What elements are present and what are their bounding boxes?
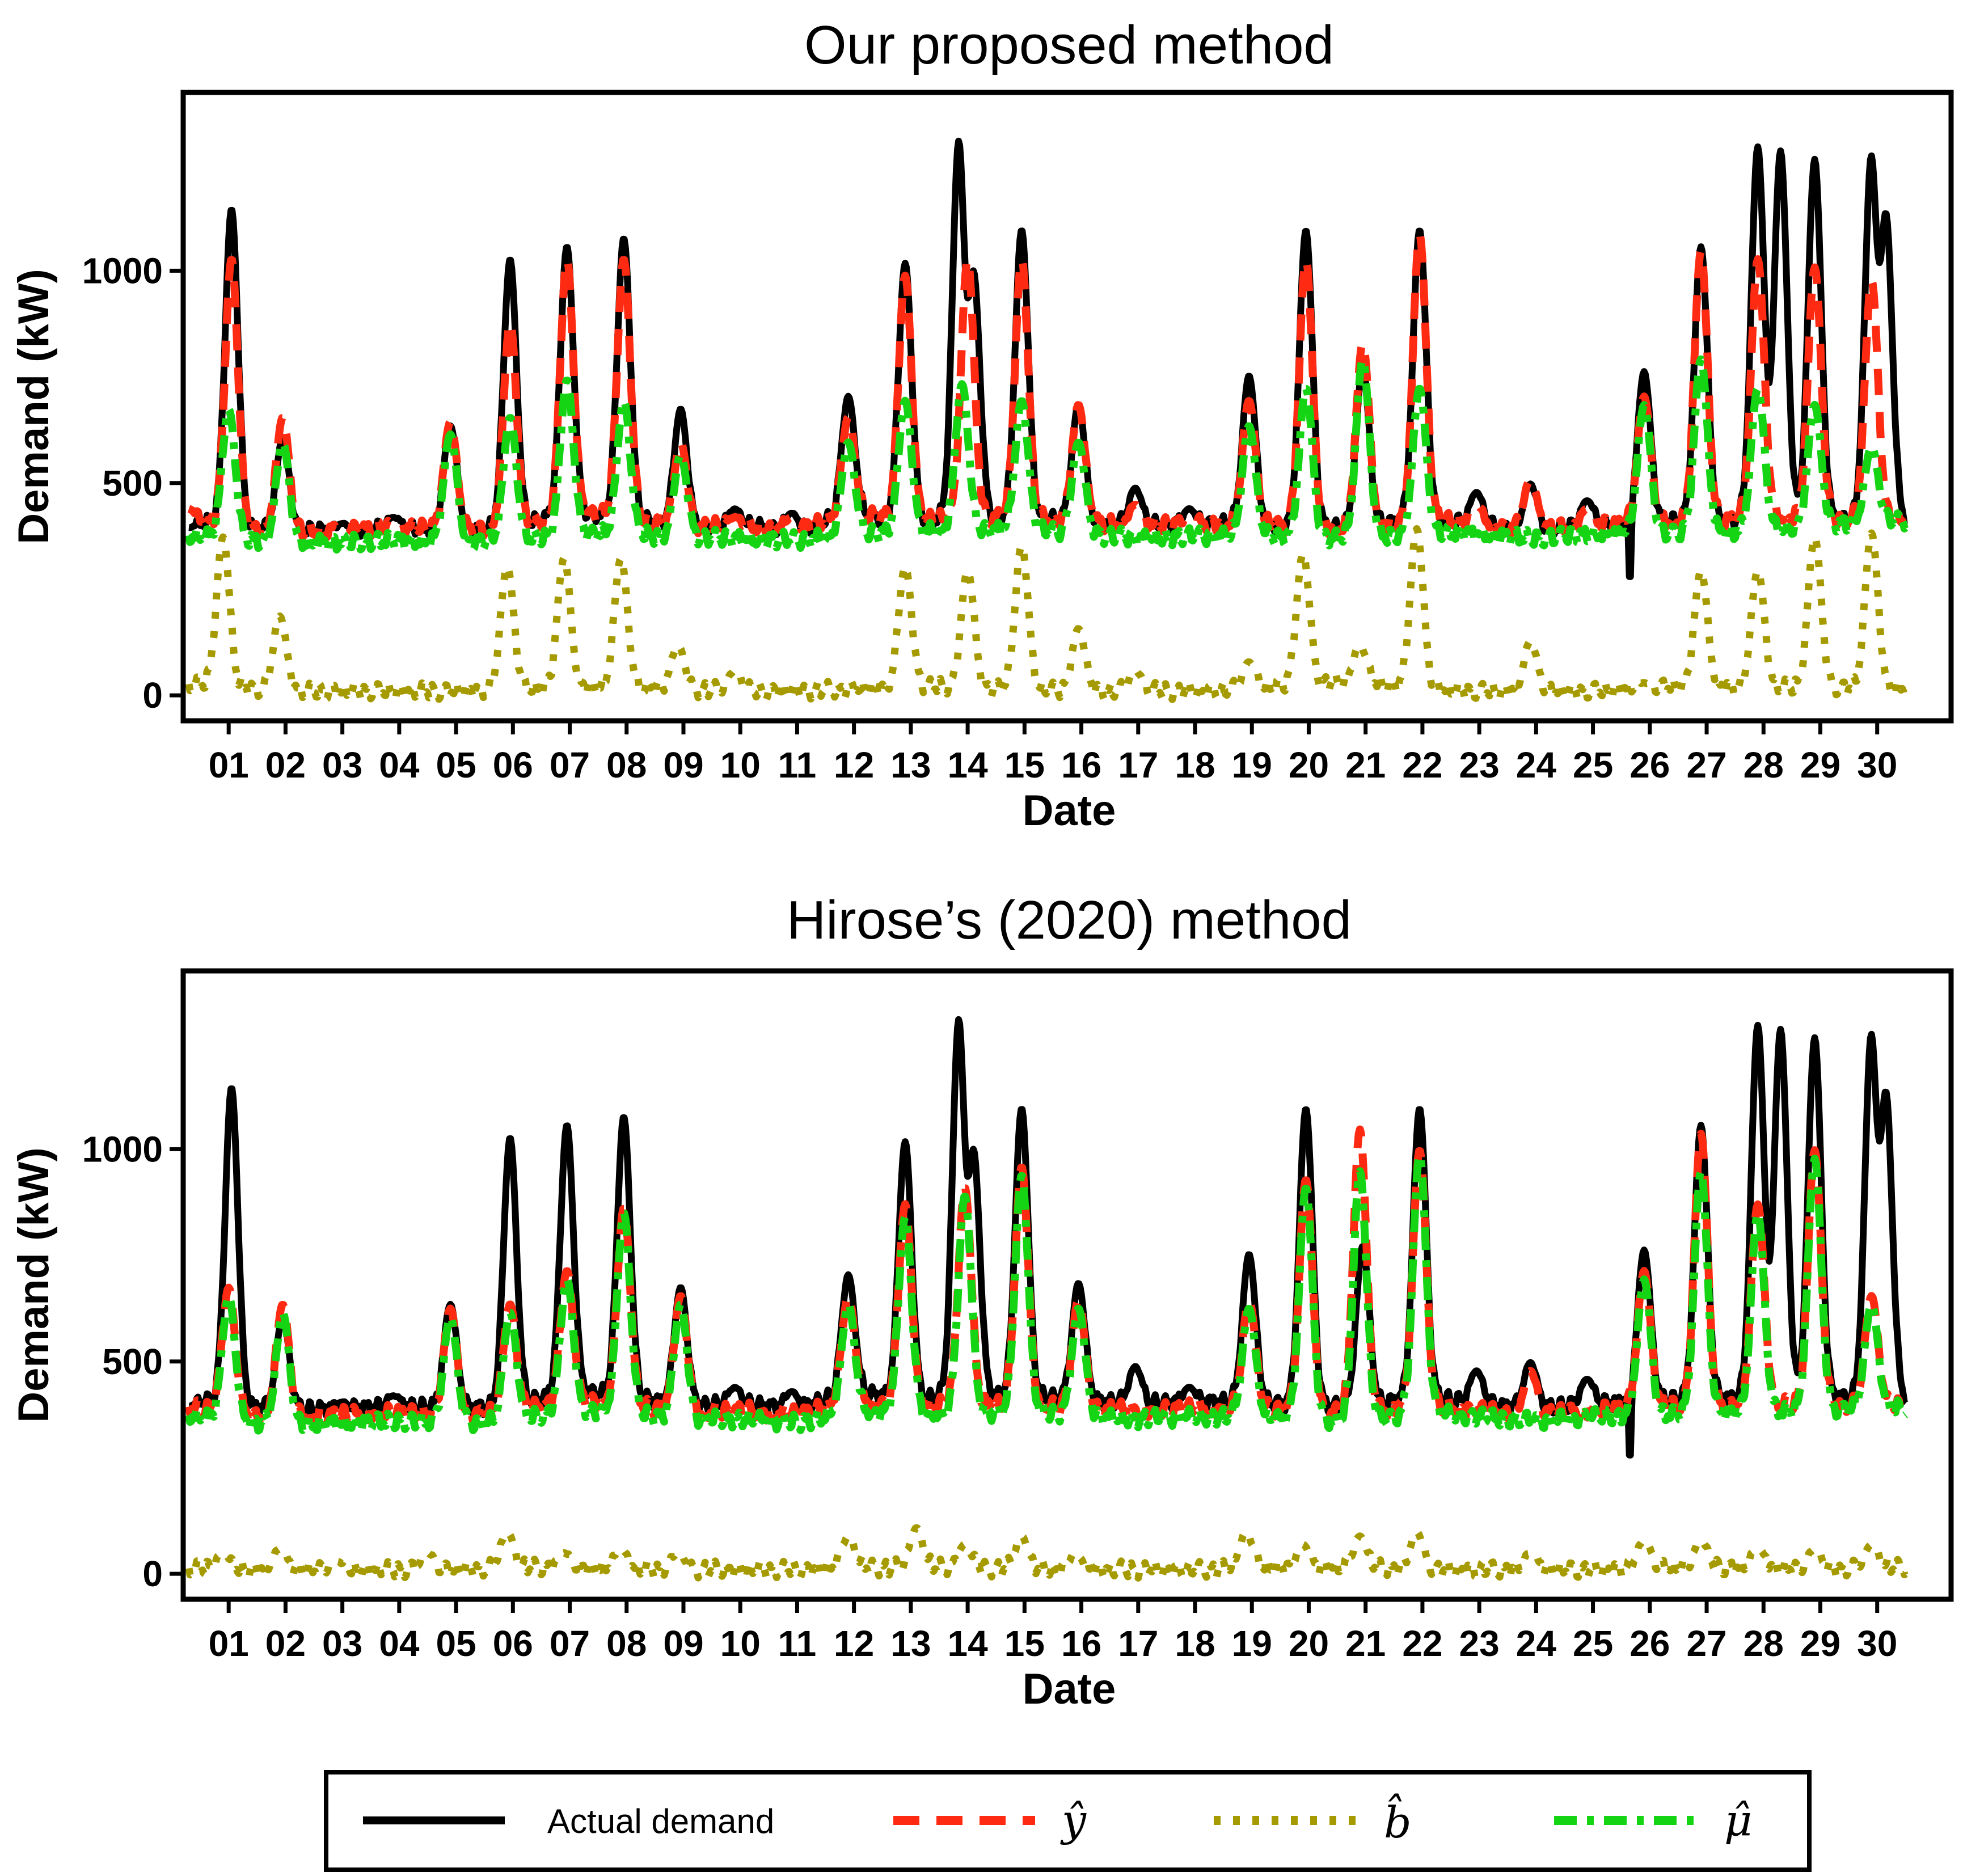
x-tick-label: 14 [948, 745, 989, 785]
x-tick-label: 22 [1402, 1623, 1442, 1664]
x-tick-label: 15 [1004, 1623, 1045, 1664]
x-tick-label: 16 [1061, 1623, 1101, 1664]
x-tick-label: 17 [1118, 1623, 1158, 1664]
x-tick-label: 11 [778, 745, 817, 785]
legend-label-yhat: ŷ [1060, 1795, 1087, 1845]
x-tick-label: 22 [1402, 745, 1442, 785]
x-tick-label: 05 [436, 1623, 476, 1664]
x-tick-label: 27 [1686, 1623, 1726, 1664]
x-tick-label: 30 [1857, 745, 1897, 785]
x-tick-label: 12 [834, 1623, 874, 1664]
series-line-bhat [185, 525, 1909, 703]
series-line-muhat [185, 355, 1909, 555]
x-tick-label: 30 [1857, 1623, 1897, 1664]
x-tick-label: 23 [1459, 745, 1500, 785]
x-tick-label: 10 [720, 1623, 761, 1664]
x-tick-label: 29 [1800, 745, 1840, 785]
x-tick-label: 07 [550, 1623, 590, 1664]
x-tick-label: 26 [1629, 1623, 1670, 1664]
x-tick-label: 18 [1175, 1623, 1215, 1664]
series-layer [185, 137, 1909, 703]
x-tick-label: 19 [1232, 1623, 1272, 1664]
x-tick-label: 21 [1345, 1623, 1386, 1664]
series-layer [185, 1016, 1909, 1582]
x-tick-label: 09 [663, 1623, 703, 1664]
x-tick-label: 09 [663, 745, 703, 785]
chart-title: Hirose’s (2020) method [787, 890, 1352, 950]
x-axis-label: Date [1023, 787, 1116, 835]
legend-label-muhat: μ̂ [1724, 1795, 1752, 1845]
y-tick-label: 500 [102, 1341, 163, 1382]
x-tick-label: 16 [1061, 745, 1101, 785]
y-tick-label: 0 [142, 1553, 163, 1594]
x-tick-label: 06 [493, 1623, 533, 1664]
x-tick-label: 23 [1459, 1623, 1500, 1664]
x-tick-label: 08 [606, 1623, 647, 1664]
x-tick-label: 25 [1573, 745, 1613, 785]
x-tick-label: 10 [720, 745, 761, 785]
x-tick-label: 27 [1686, 745, 1726, 785]
x-tick-label: 01 [209, 745, 249, 785]
x-tick-label: 15 [1004, 745, 1045, 785]
x-tick-label: 13 [890, 745, 931, 785]
x-tick-label: 03 [322, 1623, 362, 1664]
x-tick-label: 04 [379, 1623, 420, 1664]
y-tick-label: 1000 [82, 1129, 163, 1169]
chart-proposed-method: Our proposed method 0 500 1000 01 02 03 04 0… [10, 15, 1954, 835]
x-tick-label: 06 [493, 745, 533, 785]
x-tick-label: 20 [1289, 1623, 1329, 1664]
x-tick-label: 03 [322, 745, 362, 785]
x-tick-label: 13 [890, 1623, 931, 1664]
chart-title: Our proposed method [804, 15, 1334, 75]
series-line-yhat [185, 1125, 1909, 1427]
x-tick-label: 18 [1175, 745, 1215, 785]
x-tick-label: 20 [1289, 745, 1329, 785]
y-axis-label: Demand (kW) [10, 269, 58, 544]
x-tick-label: 11 [778, 1623, 817, 1664]
y-tick-label: 500 [102, 463, 163, 504]
x-tick-label: 17 [1118, 745, 1158, 785]
x-tick-label: 04 [379, 745, 420, 785]
legend: Actual demand ŷ b̂ μ̂ [324, 1770, 1812, 1872]
series-line-bhat [185, 1524, 1909, 1582]
x-tick-label: 29 [1800, 1623, 1840, 1664]
x-tick-label: 28 [1744, 745, 1784, 785]
series-line-muhat [185, 1151, 1909, 1435]
y-axis: 0 500 1000 [82, 250, 183, 716]
x-tick-label: 02 [265, 745, 306, 785]
x-tick-label: 08 [606, 745, 647, 785]
x-tick-label: 19 [1232, 745, 1272, 785]
x-tick-label: 21 [1345, 745, 1386, 785]
y-axis-label: Demand (kW) [10, 1147, 58, 1423]
y-axis: 0 500 1000 [82, 1129, 183, 1594]
legend-label-bhat: b̂ [1384, 1794, 1412, 1848]
legend-label-actual: Actual demand [547, 1802, 774, 1840]
x-tick-label: 25 [1573, 1623, 1613, 1664]
x-tick-label: 14 [948, 1623, 989, 1664]
x-tick-label: 05 [436, 745, 476, 785]
y-tick-label: 1000 [82, 250, 163, 291]
x-tick-label: 24 [1516, 1623, 1557, 1664]
series-line-yhat [186, 231, 1909, 542]
y-tick-label: 0 [142, 675, 163, 716]
x-axis-label: Date [1023, 1665, 1116, 1713]
plot-frame [180, 90, 1954, 724]
x-tick-label: 24 [1516, 745, 1557, 785]
x-tick-label: 26 [1629, 745, 1670, 785]
x-tick-label: 01 [209, 1623, 249, 1664]
plot-frame [180, 968, 1954, 1602]
series-line-actual [187, 1016, 1908, 1459]
x-axis: 01 02 03 04 05 06 07 08 09 10 11 12 13 14 15 16 17 18 19 20… [209, 721, 1897, 785]
x-tick-label: 07 [550, 745, 590, 785]
x-axis: 01 02 03 04 05 06 07 08 09 10 11 12 13 14 15 16 17 18 19 20… [209, 1599, 1897, 1664]
chart-hirose-method: Hirose’s (2020) method 0 500 1000 01 02 03… [10, 890, 1954, 1713]
x-tick-label: 12 [834, 745, 874, 785]
x-tick-label: 28 [1744, 1623, 1784, 1664]
x-tick-label: 02 [265, 1623, 306, 1664]
